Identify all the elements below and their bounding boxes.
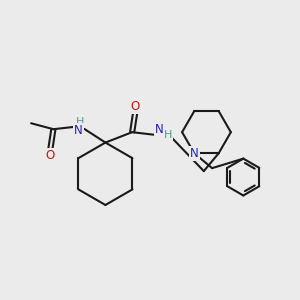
Text: H: H bbox=[164, 130, 172, 140]
Text: N: N bbox=[154, 123, 163, 136]
Text: N: N bbox=[74, 124, 83, 137]
Text: O: O bbox=[130, 100, 140, 113]
Text: N: N bbox=[190, 147, 199, 160]
Text: H: H bbox=[76, 117, 84, 127]
Text: O: O bbox=[46, 148, 55, 162]
